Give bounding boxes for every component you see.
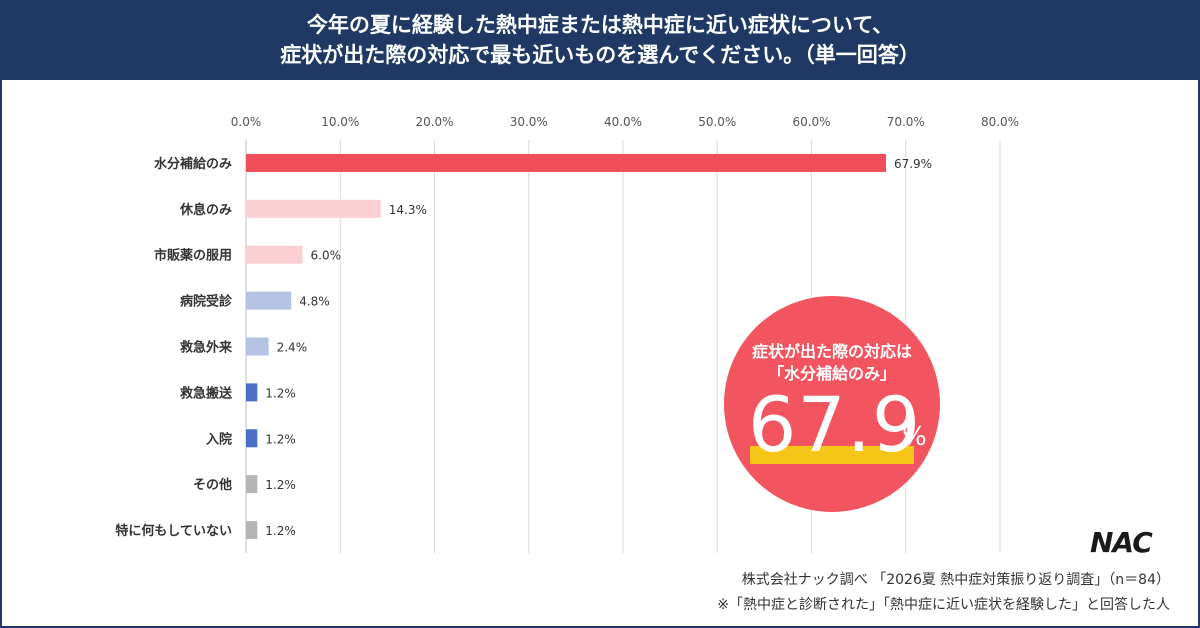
bar (246, 383, 258, 402)
x-tick-label: 20.0% (415, 115, 453, 129)
bar (246, 337, 269, 356)
category-label: 救急外来 (180, 340, 233, 356)
category-label: 病院受診 (180, 294, 233, 310)
data-label: 2.4% (277, 341, 308, 355)
bar (246, 521, 258, 540)
badge-line2: 「水分補給のみ」 (767, 364, 896, 383)
bar (246, 199, 381, 218)
badge-line1: 症状が出た際の対応は (751, 342, 912, 361)
x-tick-label: 10.0% (321, 115, 359, 129)
bar (246, 429, 258, 448)
category-label: 入院 (206, 431, 232, 447)
bar (246, 153, 886, 172)
highlight-badge: 症状が出た際の対応は 「水分補給のみ」 67.9 % (724, 296, 940, 512)
category-label: 救急搬送 (180, 385, 233, 401)
data-label: 1.2% (265, 478, 296, 492)
category-label: 水分補給のみ (154, 156, 232, 172)
data-label: 1.2% (265, 524, 296, 538)
data-label: 67.9% (894, 157, 932, 171)
data-label: 1.2% (265, 386, 296, 400)
bar (246, 475, 258, 494)
category-label: 休息のみ (179, 202, 232, 218)
category-label: 市販薬の服用 (154, 248, 232, 264)
respondent-note: ※「熱中症と診断された」「熱中症に近い症状を経験した」と回答した人 (717, 597, 1170, 613)
data-label: 14.3% (389, 203, 427, 217)
chart-title-line1: 今年の夏に経験した熱中症または熱中症に近い症状について、 (306, 13, 894, 37)
x-tick-label: 0.0% (231, 115, 262, 129)
bar (246, 291, 292, 310)
category-label: その他 (193, 477, 232, 493)
category-label: 特に何もしていない (115, 523, 232, 539)
company-logo: NAC (1090, 526, 1153, 559)
data-label: 4.8% (299, 295, 330, 309)
x-tick-label: 80.0% (981, 115, 1019, 129)
bar (246, 245, 303, 264)
x-tick-label: 70.0% (887, 115, 925, 129)
x-tick-label: 30.0% (510, 115, 548, 129)
chart-title-line2: 症状が出た際の対応で最も近いものを選んでください。（単一回答） (280, 43, 920, 67)
x-tick-label: 50.0% (698, 115, 736, 129)
data-label: 1.2% (265, 432, 296, 446)
chart-title-banner: 今年の夏に経験した熱中症または熱中症に近い症状について、 症状が出た際の対応で最… (0, 0, 1200, 80)
badge-underline-marker (750, 446, 914, 464)
source-note: 株式会社ナック調べ 「2026夏 熱中症対策振り返り調査」（n＝84） (741, 572, 1170, 588)
data-label: 6.0% (311, 249, 342, 263)
x-tick-label: 40.0% (604, 115, 642, 129)
badge-value: 67.9 (748, 380, 922, 469)
badge-unit: % (902, 422, 927, 452)
x-tick-label: 60.0% (792, 115, 830, 129)
